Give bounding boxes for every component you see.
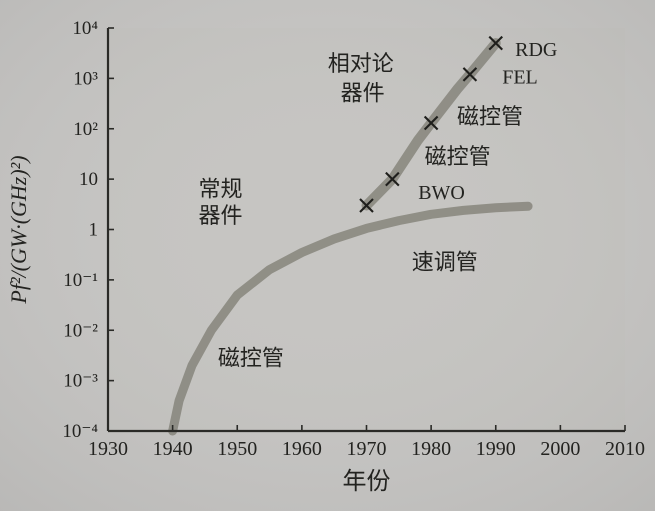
vignette — [0, 0, 655, 511]
